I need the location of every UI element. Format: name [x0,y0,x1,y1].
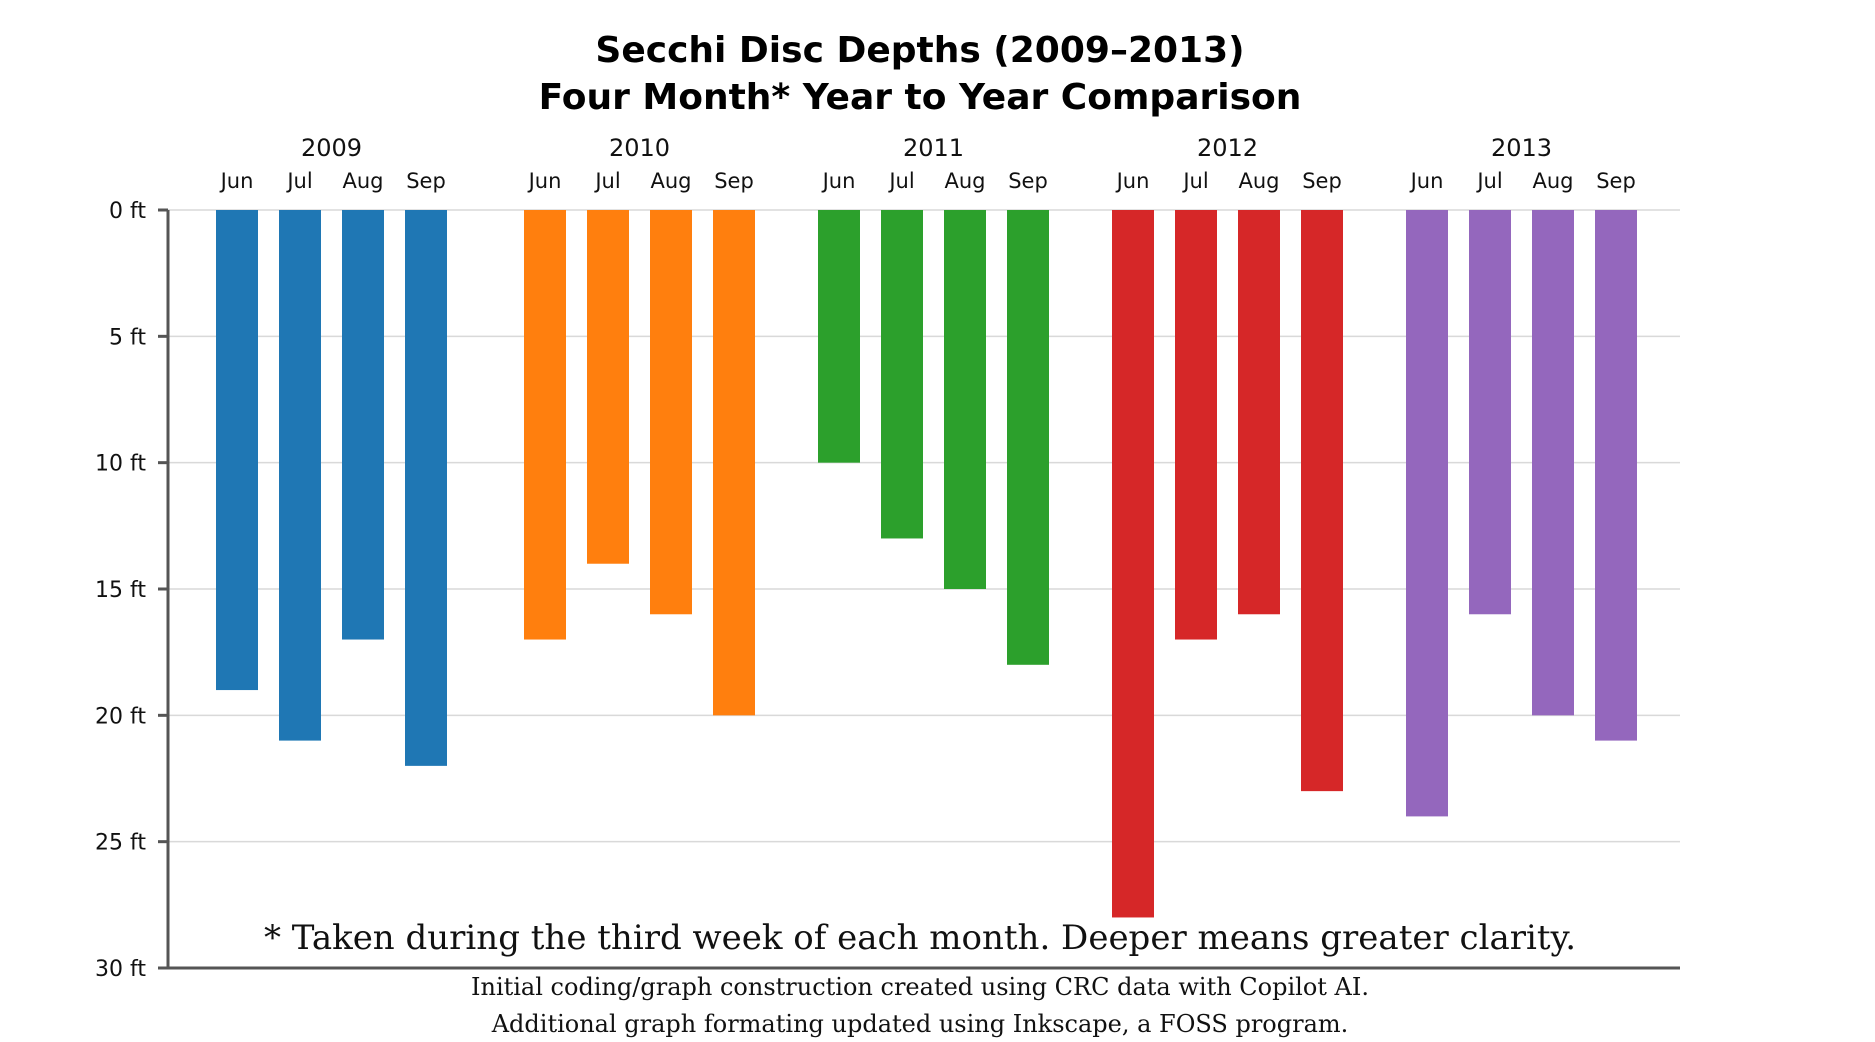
bar-2012-sep [1301,210,1343,792]
y-tick-label: 25 ft [95,831,146,856]
bar-2011-jun [818,210,860,463]
bar-2010-jun [524,210,566,640]
bar-2010-sep [713,210,755,716]
bar-2011-sep [1007,210,1049,665]
bar-2012-jun [1112,210,1154,918]
month-label: Jul [1181,169,1208,193]
month-label: Sep [714,169,754,193]
bar-2009-sep [405,210,447,766]
month-label: Aug [342,169,383,193]
year-label: 2013 [1491,134,1552,162]
chart-title: Secchi Disc Depths (2009–2013) [595,30,1244,71]
month-label: Sep [1596,169,1636,193]
bar-2010-jul [587,210,629,564]
y-tick-label: 20 ft [95,704,146,729]
month-label: Jul [285,169,312,193]
bar-2012-aug [1238,210,1280,615]
y-tick-label: 15 ft [95,578,146,603]
month-label: Sep [1302,169,1342,193]
bar-2009-aug [342,210,384,640]
y-axis: 0 ft 5 ft 10 ft 15 ft 20 ft 25 ft 30 ft [95,199,1680,982]
bar-2010-aug [650,210,692,615]
month-label: Jun [219,169,254,193]
bar-2011-jul [881,210,923,539]
month-label: Aug [1238,169,1279,193]
gridlines [168,209,1680,843]
month-label: Jun [821,169,856,193]
year-label: 2010 [609,134,670,162]
y-tick-label: 5 ft [109,325,146,350]
bar-2013-sep [1595,210,1637,741]
bar-2009-jul [279,210,321,741]
month-label: Sep [1008,169,1048,193]
credit-line-1: Initial coding/graph construction create… [471,973,1369,1001]
y-tick-label: 10 ft [95,452,146,477]
month-label: Jul [887,169,914,193]
bar-2013-aug [1532,210,1574,716]
year-label: 2009 [301,134,362,162]
bar-2013-jul [1469,210,1511,615]
credit-line-2: Additional graph formating updated using… [491,1010,1349,1038]
month-label: Aug [650,169,691,193]
bar-2009-jun [216,210,258,691]
category-labels: 2009 Jun Jul Aug Sep 2010 Jun Jul Aug Sep 2011 Jun J… [219,134,1636,193]
bar-2011-aug [944,210,986,589]
bar-2013-jun [1406,210,1448,817]
month-label: Jun [1115,169,1150,193]
month-label: Jul [593,169,620,193]
year-label: 2012 [1197,134,1258,162]
footnote: * Taken during the third week of each mo… [264,918,1576,958]
month-label: Aug [1532,169,1573,193]
chart-subtitle: Four Month* Year to Year Comparison [539,77,1302,118]
month-label: Jun [1409,169,1444,193]
year-label: 2011 [903,134,964,162]
month-label: Sep [406,169,446,193]
month-label: Jun [527,169,562,193]
month-label: Aug [944,169,985,193]
y-tick-label: 30 ft [95,957,146,982]
month-label: Jul [1475,169,1502,193]
bars [216,210,1637,918]
bar-2012-jul [1175,210,1217,640]
y-tick-label: 0 ft [109,199,146,224]
